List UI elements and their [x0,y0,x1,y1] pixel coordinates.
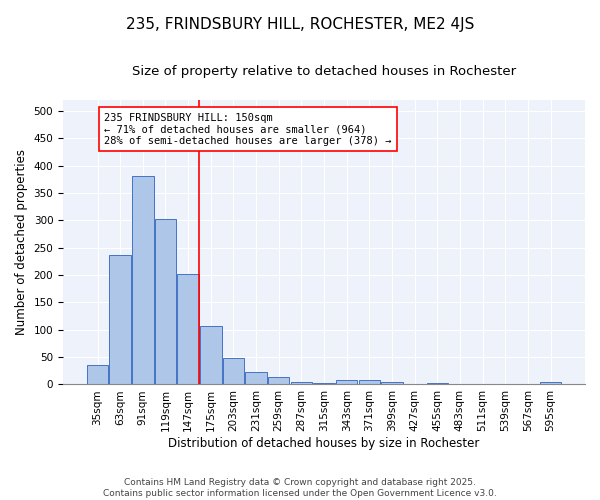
Bar [336,380,358,384]
Bar [155,218,176,384]
Bar [427,383,448,384]
Bar [245,372,267,384]
Bar [268,378,289,384]
Text: Contains HM Land Registry data © Crown copyright and database right 2025.
Contai: Contains HM Land Registry data © Crown c… [103,478,497,498]
Bar [540,382,561,384]
Bar [109,256,131,384]
Y-axis label: Number of detached properties: Number of detached properties [15,149,28,335]
Bar [359,380,380,384]
Bar [132,176,154,384]
Text: 235, FRINDSBURY HILL, ROCHESTER, ME2 4JS: 235, FRINDSBURY HILL, ROCHESTER, ME2 4JS [126,18,474,32]
Bar [290,382,312,384]
Bar [87,366,108,384]
Text: 235 FRINDSBURY HILL: 150sqm
← 71% of detached houses are smaller (964)
28% of se: 235 FRINDSBURY HILL: 150sqm ← 71% of det… [104,112,392,146]
Title: Size of property relative to detached houses in Rochester: Size of property relative to detached ho… [132,65,516,78]
Bar [381,382,403,384]
Bar [223,358,244,384]
X-axis label: Distribution of detached houses by size in Rochester: Distribution of detached houses by size … [169,437,480,450]
Bar [178,274,199,384]
Bar [200,326,221,384]
